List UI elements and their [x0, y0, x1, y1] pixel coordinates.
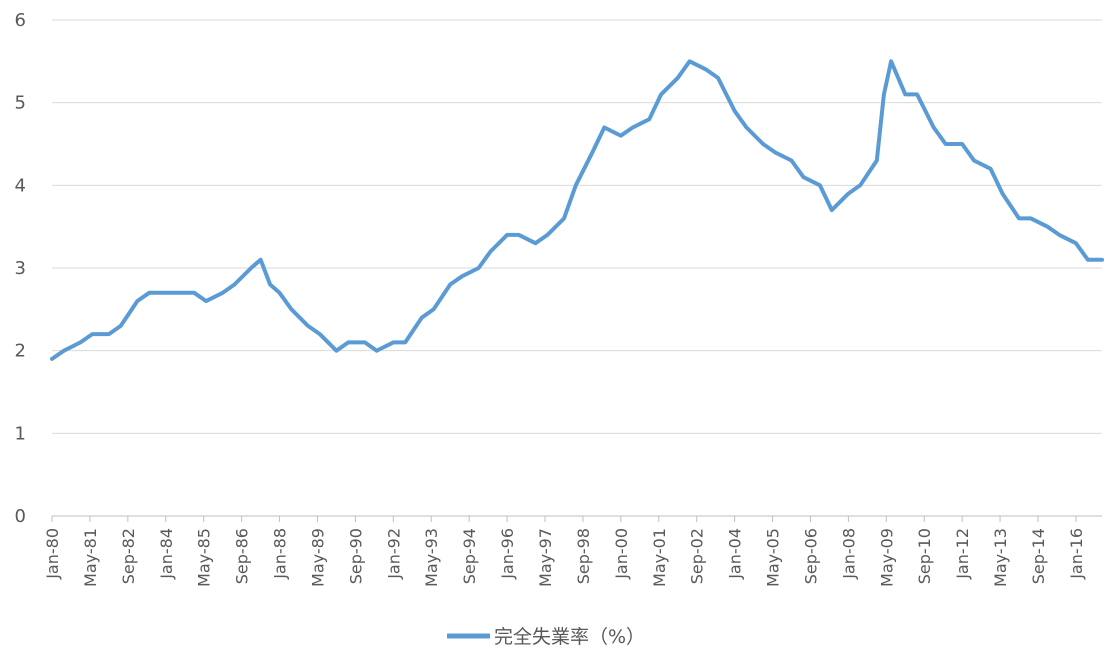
- gridlines: [52, 19, 1102, 517]
- x-tick-label: Jan-84: [157, 528, 176, 580]
- x-tick-label: May-93: [422, 528, 441, 587]
- x-tick-label: Jan-00: [612, 528, 631, 580]
- y-tick-label: 3: [15, 258, 26, 279]
- x-tick-label: Sep-06: [801, 528, 820, 584]
- x-tick-label: Jan-92: [384, 528, 403, 580]
- x-tick-label: May-13: [991, 528, 1010, 587]
- x-tick-label: Jan-80: [43, 528, 62, 580]
- x-tick-label: Sep-02: [688, 528, 707, 584]
- series-line-0: [50, 59, 1104, 361]
- y-tick-label: 1: [15, 423, 26, 444]
- y-axis-ticks: 0 1 2 3 4 5 6: [15, 10, 26, 527]
- x-tick-label: May-05: [764, 528, 783, 587]
- x-tick-label: May-89: [308, 528, 327, 587]
- y-tick-label: 0: [15, 506, 26, 527]
- x-tick-label: Sep-10: [915, 528, 934, 584]
- x-tick-label: Jan-16: [1067, 528, 1086, 580]
- y-tick-label: 5: [15, 93, 26, 114]
- x-tick-label: May-01: [650, 528, 669, 587]
- legend: 完全失業率（%）: [447, 626, 645, 648]
- x-tick-label: Jan-88: [271, 528, 290, 580]
- x-tick-label: Sep-82: [119, 528, 138, 584]
- x-tick-label: Sep-86: [233, 528, 252, 584]
- y-tick-label: 2: [15, 341, 26, 362]
- x-tick-label: Sep-94: [460, 528, 479, 584]
- x-tick-label: Sep-90: [346, 528, 365, 584]
- x-tick-label: May-81: [81, 528, 100, 587]
- legend-label: 完全失業率（%）: [494, 626, 645, 648]
- x-axis: Jan-80 May-81 Sep-82 Jan-84 May-85 Sep-86 Jan-…: [43, 516, 1086, 587]
- series-layer: [50, 59, 1104, 361]
- x-tick-label: Jan-12: [953, 528, 972, 580]
- x-tick-label: Jan-96: [498, 528, 517, 580]
- x-tick-label: Jan-04: [726, 528, 745, 580]
- x-tick-label: May-97: [536, 528, 555, 587]
- x-tick-label: Sep-98: [574, 528, 593, 584]
- y-tick-label: 6: [15, 10, 26, 31]
- x-tick-label: May-09: [877, 528, 896, 587]
- x-tick-label: May-85: [195, 528, 214, 587]
- y-tick-label: 4: [15, 175, 26, 196]
- x-tick-label: Jan-08: [839, 528, 858, 580]
- x-tick-label: Sep-14: [1029, 528, 1048, 584]
